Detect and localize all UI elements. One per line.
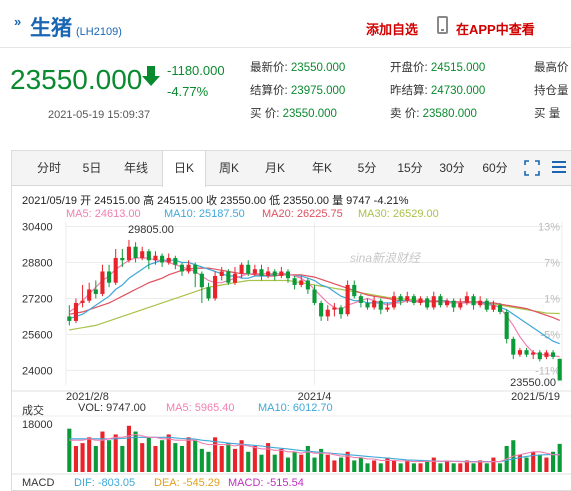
price-change-pct: -4.77%	[167, 84, 209, 99]
ma20-label: MA20: 26225.75	[262, 208, 343, 220]
tab-1[interactable]: 分时	[36, 161, 61, 175]
down-arrow-icon	[142, 66, 160, 86]
tab-10[interactable]: 30分	[439, 161, 465, 175]
view-in-app-link[interactable]: 在APP中查看	[456, 22, 535, 37]
macd-dea: DEA: -545.29	[154, 477, 221, 489]
quote-field: 持仓量	[534, 82, 569, 98]
quote-field: 开盘价: 24515.000	[390, 59, 485, 75]
ma30-label: MA30: 26529.00	[358, 208, 439, 220]
quote-field-label: 持仓量	[534, 85, 569, 97]
add-favorite-link[interactable]: 添加自选	[366, 22, 419, 37]
quote-field-label: 开盘价:	[390, 62, 428, 74]
contract-code: (LH2109)	[76, 26, 122, 38]
quote-field-value: 23550.000	[287, 62, 346, 74]
ma10-label: MA10: 25187.50	[164, 208, 245, 220]
tab-5[interactable]: 周K	[218, 161, 239, 175]
menu-icon[interactable]	[552, 161, 566, 175]
quote-field-value: 23550.000	[279, 108, 337, 120]
quote-field: 昨结算: 24730.000	[390, 82, 485, 98]
double-chevron-icon: »	[14, 14, 22, 29]
quote-field: 买 量	[534, 105, 560, 121]
macd-value: MACD: -515.54	[228, 477, 304, 489]
volume-ma10: MA10: 6012.70	[258, 402, 333, 414]
quote-field: 结算价: 23975.000	[250, 82, 345, 98]
quote-timestamp: 2021-05-19 15:09:37	[48, 109, 151, 121]
quote-field: 最新价: 23550.000	[250, 59, 345, 75]
quote-field-label: 昨结算:	[390, 85, 428, 97]
phone-icon	[437, 16, 448, 34]
page-header: » 生猪 (LH2109) 添加自选 在APP中查看	[0, 0, 571, 48]
volume-value: VOL: 9747.00	[78, 402, 146, 414]
macd-title: MACD	[22, 477, 55, 489]
quote-field: 最高价	[534, 59, 569, 75]
tab-6[interactable]: 月K	[264, 161, 285, 175]
price-change: -1180.000	[167, 63, 225, 78]
ma5-label: MA5: 24613.00	[66, 208, 141, 220]
fullscreen-icon[interactable]	[524, 160, 540, 176]
tab-2[interactable]: 5日	[82, 161, 102, 175]
tab-3[interactable]: 年线	[123, 161, 148, 175]
volume-ma5: MA5: 5965.40	[166, 402, 235, 414]
quote-field-value: 24730.000	[427, 85, 486, 97]
quote-field-label: 卖 价:	[390, 108, 420, 120]
chart-tabs: 分时 5日 年线 日K 周K 月K 年K 5分 15分 30分 60分	[12, 151, 571, 187]
tab-4[interactable]: 日K	[162, 151, 206, 187]
macd-dif: DIF: -803.05	[74, 477, 136, 489]
quote-field-label: 结算价:	[250, 85, 288, 97]
quote-field-value: 24515.000	[427, 62, 486, 74]
quote-field-label: 最高价	[534, 62, 569, 74]
quote-field: 卖 价: 23580.000	[390, 105, 477, 121]
tab-9[interactable]: 15分	[397, 161, 423, 175]
quote-field-label: 买 量	[534, 108, 561, 120]
quote-field-label: 买 价:	[250, 108, 280, 120]
tab-11[interactable]: 60分	[482, 161, 508, 175]
volume-title: 成交	[22, 405, 44, 417]
quote-field: 买 价: 23550.000	[250, 105, 337, 121]
quote-field-label: 最新价:	[250, 62, 288, 74]
last-price: 23550.000	[10, 64, 143, 95]
page-title: 生猪	[30, 17, 72, 40]
quote-field-value: 23580.000	[419, 108, 477, 120]
tab-8[interactable]: 5分	[357, 161, 377, 175]
tab-7[interactable]: 年K	[311, 161, 332, 175]
quote-field-value: 23975.000	[287, 85, 346, 97]
candle-info: 2021/05/19 开 24515.00 高 24515.00 收 23550…	[22, 195, 409, 207]
